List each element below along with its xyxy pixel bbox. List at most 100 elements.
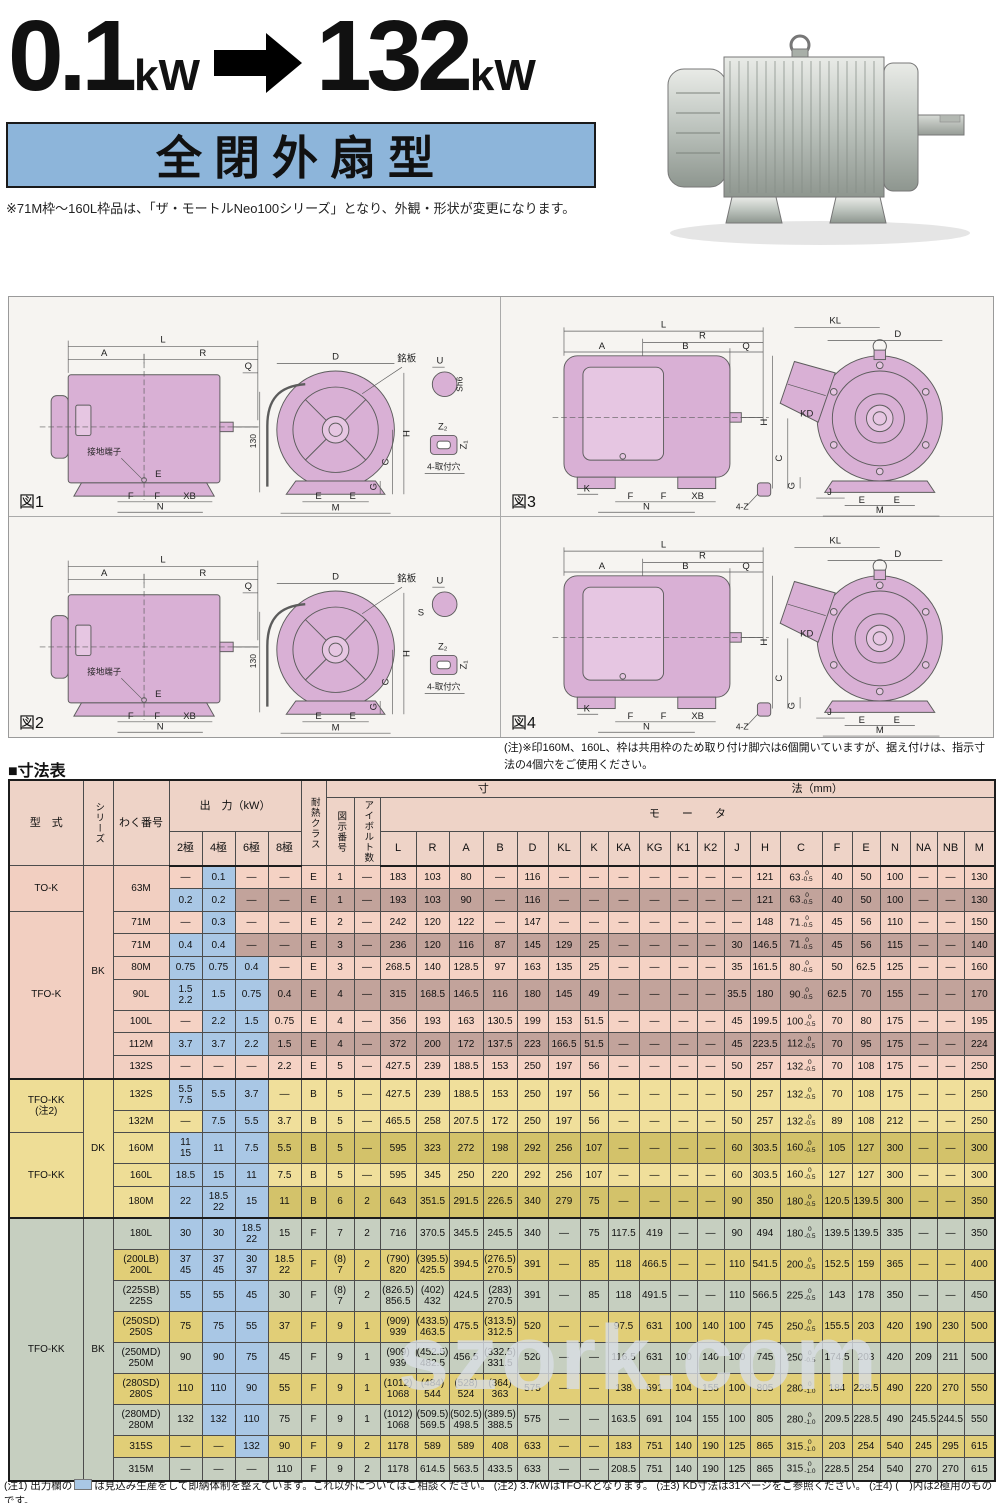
dim-label: G: [786, 482, 797, 489]
dim-cell: —: [547, 1248, 581, 1281]
dim-cell: (484) 544: [415, 1372, 450, 1405]
frame-cell: 160M: [112, 1132, 170, 1165]
dim-cell: 110: [879, 910, 911, 935]
output-cell: 90: [234, 1372, 269, 1405]
header-dimensions: 寸法（mm）: [325, 779, 996, 799]
dim-cell: —: [638, 865, 671, 890]
dim-cell: 127: [821, 1163, 853, 1187]
dim-cell: 103: [415, 865, 450, 890]
figure-3: L R A B Q K F F XB N 4-Z KL D H C G KD J E E M 図3: [501, 297, 993, 517]
header-pole: 6極: [234, 830, 269, 867]
dim-cell: 500: [963, 1341, 996, 1374]
output-cell: 37 45: [168, 1248, 203, 1281]
dim-cell: —: [638, 1077, 671, 1111]
dim-cell: 751: [638, 1434, 671, 1459]
footnote-4: (注4) ( )内は2極用のものです。: [4, 1480, 993, 1503]
footnotes: (注1) 出力欄の は見込み生産をして即納体制を整えています。これ以外についてはご…: [4, 1478, 998, 1503]
dim-cell: —: [909, 956, 938, 980]
output-cell: 75: [201, 1310, 236, 1343]
dim-cell: 254: [851, 1434, 881, 1459]
figure-4-caption: 図4: [511, 715, 536, 732]
figure-no-cell: 4: [325, 1032, 355, 1056]
dim-cell: 146.5: [749, 933, 781, 958]
dim-cell: 175: [879, 1009, 911, 1034]
dim-cell: —: [482, 910, 518, 935]
dim-cell: (395.5) 425.5: [415, 1248, 450, 1281]
dim-cell: 125: [723, 1457, 751, 1482]
dim-cell: 250: [963, 1054, 996, 1080]
header-dim-letter: NA: [909, 830, 938, 867]
heat-class-cell: F: [300, 1372, 327, 1405]
dim-label: 接地端子: [87, 666, 122, 676]
dim-cell: 223: [516, 1032, 549, 1056]
dim-cell: 250: [963, 1109, 996, 1134]
dim-cell: 75: [579, 1185, 609, 1219]
dim-cell: 161.5: [749, 956, 781, 980]
output-cell: —: [234, 933, 269, 958]
dim-cell: 180: [749, 978, 781, 1011]
dim-cell: 117.5: [607, 1216, 640, 1250]
dim-cell: 197: [547, 1054, 581, 1080]
dim-cell: 300: [963, 1163, 996, 1187]
dim-cell: 105: [821, 1132, 853, 1165]
dim-cell: —: [482, 865, 518, 890]
dim-cell: 50: [723, 1077, 751, 1111]
dim-cell: 631: [638, 1310, 671, 1343]
dim-label: F: [661, 491, 667, 502]
dim-cell: 159: [851, 1248, 881, 1281]
dim-cell: 272: [448, 1132, 484, 1165]
dim-label: F: [627, 711, 633, 722]
dim-cell: —: [936, 1032, 965, 1056]
frame-cell: 132M: [112, 1109, 170, 1134]
dim-cell: 203: [851, 1341, 881, 1374]
dim-cell: 400: [963, 1248, 996, 1281]
figure-2: L A R Q 接地端子 E F F XB N D 銘板 130 H G C E E M U S Z₂ Z₁ 4-取付穴 図2: [9, 517, 501, 737]
dim-cell: 62.5: [851, 956, 881, 980]
dim-label: 130: [248, 434, 258, 448]
dim-cell: (433.5) 463.5: [415, 1310, 450, 1343]
heat-class-cell: E: [300, 1009, 327, 1034]
dim-cell: —: [909, 1216, 938, 1250]
dim-cell: —: [638, 933, 671, 958]
dim-cell: 315 0 -1.0: [779, 1457, 823, 1482]
dim-cell: 128.5: [448, 956, 484, 980]
dim-cell: —: [547, 865, 581, 890]
dim-label: 接地端子: [87, 446, 122, 456]
dim-cell: 257: [749, 1077, 781, 1111]
dim-cell: 340: [516, 1185, 549, 1219]
output-cell: 0.2: [201, 888, 236, 912]
output-cell: —: [201, 1054, 236, 1080]
series-cell: BK: [82, 865, 114, 1080]
dim-cell: 323: [415, 1132, 450, 1165]
dim-cell: 145: [516, 933, 549, 958]
output-cell: 1.5 2.2: [168, 978, 203, 1011]
dim-label: A: [599, 341, 606, 352]
dim-cell: 490: [879, 1403, 911, 1436]
dim-label: R: [199, 348, 206, 359]
eyebolt-cell: 1: [353, 1310, 381, 1343]
dim-cell: —: [669, 1132, 698, 1165]
header-dim-letter: K2: [696, 830, 725, 867]
dim-cell: 175: [879, 1054, 911, 1080]
header-pole: 8極: [267, 830, 302, 867]
header-dim-letter: B: [482, 830, 518, 867]
dim-cell: 70: [851, 978, 881, 1011]
dim-cell: 139.5: [851, 1185, 881, 1219]
dim-cell: —: [936, 1248, 965, 1281]
output-cell: 37: [267, 1310, 302, 1343]
dim-cell: 125: [723, 1434, 751, 1459]
dim-cell: (402) 432: [415, 1279, 450, 1312]
dim-cell: —: [669, 1009, 698, 1034]
dim-cell: 315 0 -1.0: [779, 1434, 823, 1459]
dim-cell: 129: [547, 933, 581, 958]
dim-cell: 87: [482, 933, 518, 958]
dim-cell: —: [547, 1403, 581, 1436]
figure-no-cell: 4: [325, 1009, 355, 1034]
dim-cell: 268.5: [379, 956, 417, 980]
header-motor: モ ー タ: [379, 797, 996, 832]
dim-cell: 256: [547, 1132, 581, 1165]
dim-cell: —: [579, 865, 609, 890]
dim-label: A: [599, 561, 606, 572]
dim-cell: —: [909, 1163, 938, 1187]
dim-label: B: [682, 341, 688, 352]
